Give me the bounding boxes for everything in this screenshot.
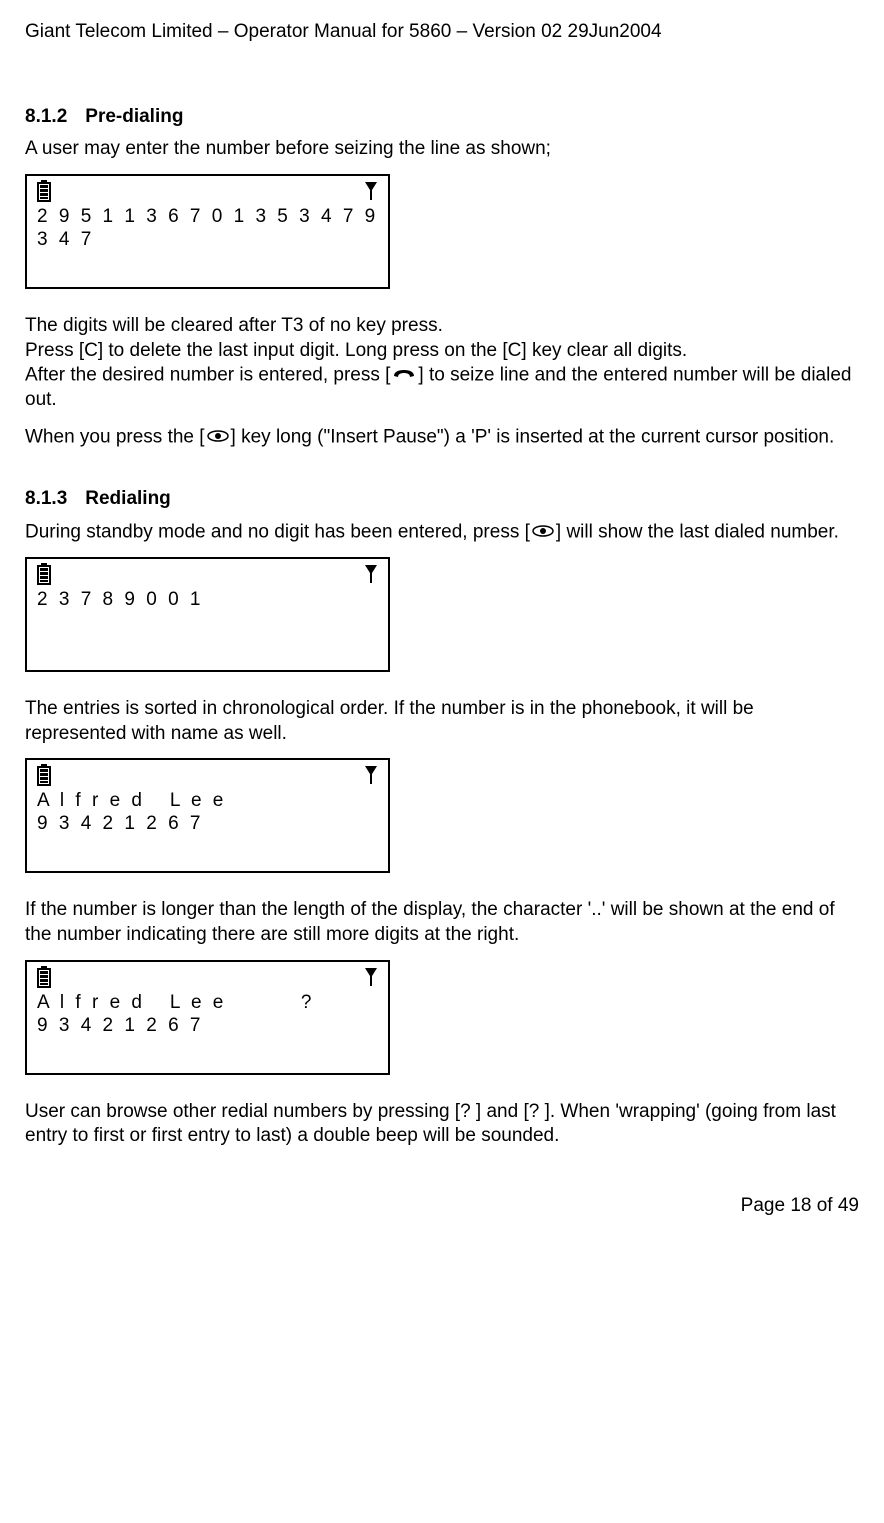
lcd-icon-row [37,563,378,587]
para-insert-pause: When you press the [ ] key long ("Insert … [25,425,859,450]
lcd-line-2: 9 3 4 2 1 2 6 7 [37,1015,378,1038]
section-number: 8.1.3 [25,487,67,512]
battery-icon [37,180,51,208]
battery-icon [37,966,51,994]
signal-icon [364,764,378,792]
paragraph-block: The digits will be cleared after T3 of n… [25,314,859,413]
battery-icon [37,563,51,591]
para-t3: The digits will be cleared after T3 of n… [25,314,859,339]
text-fragment: ] key long ("Insert Pause") a 'P' is ins… [231,427,835,448]
lcd-display-redial-number: 2 3 7 8 9 0 0 1 [25,557,390,672]
redialing-intro: During standby mode and no digit has bee… [25,520,859,545]
phone-off-hook-icon [392,363,416,388]
signal-icon [364,966,378,994]
section-heading-predialing: 8.1.2 Pre-dialing [25,105,859,130]
section-title: Pre-dialing [85,106,183,127]
para-truncation: If the number is longer than the length … [25,898,859,947]
para-clear: Press [C] to delete the last input digit… [25,339,859,364]
lcd-icon-row [37,966,378,990]
signal-icon [364,563,378,591]
text-fragment: When you press the [ [25,427,205,448]
para-seize: After the desired number is entered, pre… [25,363,859,413]
lcd-line-1: A l f r e d L e e [37,790,378,813]
intro-text: A user may enter the number before seizi… [25,137,859,162]
lcd-line-2: 9 3 4 2 1 2 6 7 [37,813,378,836]
lcd-line-1: 2 9 5 1 1 3 6 7 0 1 3 5 3 4 7 9 [37,206,378,229]
document-header: Giant Telecom Limited – Operator Manual … [25,20,859,45]
text-fragment: During standby mode and no digit has bee… [25,521,530,542]
section-number: 8.1.2 [25,105,67,130]
lcd-line-2: 3 4 7 [37,229,378,252]
lcd-display-redial-truncated: A l f r e d L e e ? 9 3 4 2 1 2 6 7 [25,960,390,1075]
text-fragment: ] will show the last dialed number. [556,521,839,542]
eye-icon [207,425,229,450]
lcd-display-predialing: 2 9 5 1 1 3 6 7 0 1 3 5 3 4 7 9 3 4 7 [25,174,390,289]
section-heading-redialing: 8.1.3 Redialing [25,487,859,512]
lcd-line-1: A l f r e d L e e ? [37,992,378,1015]
text-fragment: After the desired number is entered, pre… [25,365,390,386]
eye-icon [532,520,554,545]
lcd-icon-row [37,180,378,204]
lcd-display-redial-name: A l f r e d L e e 9 3 4 2 1 2 6 7 [25,758,390,873]
signal-icon [364,180,378,208]
para-browse: User can browse other redial numbers by … [25,1100,859,1149]
section-title: Redialing [85,488,171,509]
lcd-icon-row [37,764,378,788]
para-sorted: The entries is sorted in chronological o… [25,697,859,746]
lcd-line-1: 2 3 7 8 9 0 0 1 [37,589,378,612]
battery-icon [37,764,51,792]
page-footer: Page 18 of 49 [25,1194,859,1219]
